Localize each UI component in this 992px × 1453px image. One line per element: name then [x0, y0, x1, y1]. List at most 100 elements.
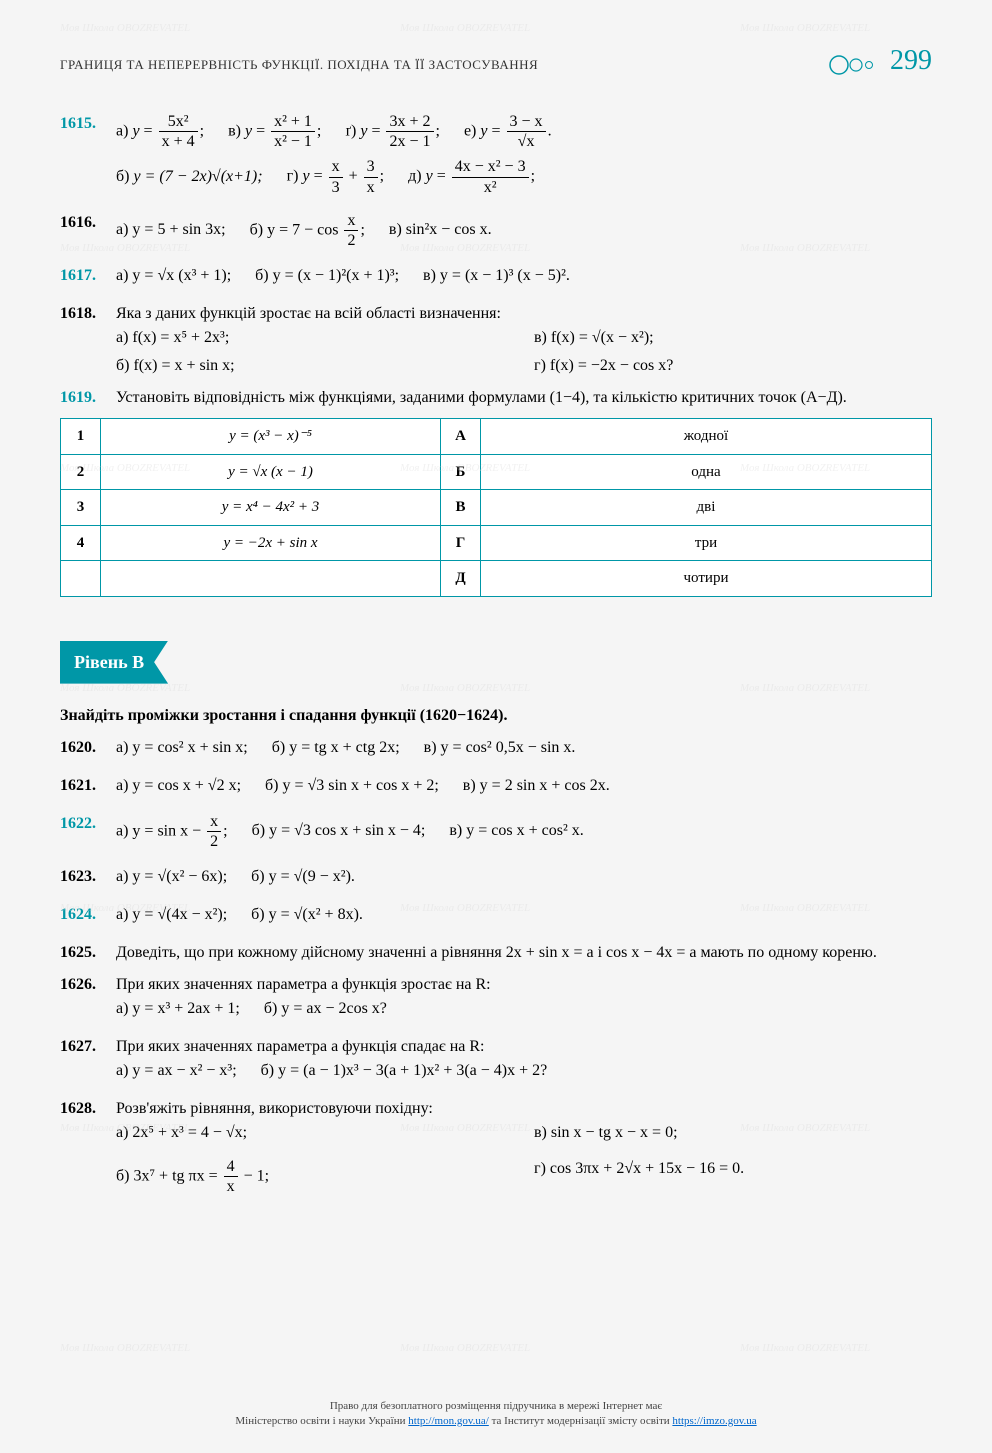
problem-number: 1621.	[60, 774, 116, 798]
watermark: Моя Школа OBOZREVATEL	[60, 1340, 190, 1357]
problem-body: Розв'яжіть рівняння, використовуючи похі…	[116, 1097, 932, 1196]
footer-line1: Право для безоплатного розміщення підруч…	[0, 1399, 992, 1413]
watermark: Моя Школа OBOZREVATEL	[740, 20, 870, 37]
sub-g: г) y = x3 + 3x;	[287, 157, 385, 196]
sub-g1: ґ) y = 3x + 22x − 1;	[345, 112, 440, 151]
problem-text: При яких значеннях параметра a функція з…	[116, 973, 932, 997]
problem-body: а) y = √(x² − 6x); б) y = √(9 − x²).	[116, 865, 932, 889]
sub-v: в) sin²x − cos x.	[389, 218, 492, 242]
cell-n: 2	[61, 454, 101, 490]
cell-formula: y = (x³ − x)⁻⁵	[101, 419, 441, 455]
section-instruction: Знайдіть проміжки зростання і спадання ф…	[60, 704, 932, 728]
sub-b: б) y = √(x² + 8x).	[251, 903, 363, 927]
problem-body: При яких значеннях параметра a функція с…	[116, 1035, 932, 1089]
problem-number: 1627.	[60, 1035, 116, 1059]
footer-link-imzo[interactable]: https://imzo.gov.ua	[672, 1415, 756, 1427]
cell-answer: дві	[481, 490, 932, 526]
watermark: Моя Школа OBOZREVATEL	[740, 1340, 870, 1357]
match-table: 1 y = (x³ − x)⁻⁵ А жодної 2 y = √x (x − …	[60, 418, 932, 597]
problem-body: а) y = cos x + √2 x; б) y = √3 sin x + c…	[116, 774, 932, 798]
sub-a: а) y = √(4x − x²);	[116, 903, 227, 927]
sub-b: б) y = √3 cos x + sin x − 4;	[252, 819, 426, 843]
sub-a: а) y = sin x − x2;	[116, 812, 228, 851]
sub-b: б) 3x⁷ + tg πx = 4x − 1;	[116, 1157, 514, 1196]
watermark: Моя Школа OBOZREVATEL	[400, 1340, 530, 1357]
cell-letter: В	[441, 490, 481, 526]
page-decoration-icon	[828, 54, 878, 76]
problem-1625: 1625. Доведіть, що при кожному дійсному …	[60, 941, 932, 965]
problem-number: 1619.	[60, 386, 116, 410]
sub-v: в) y = (x − 1)³ (x − 5)².	[423, 264, 570, 288]
cell-answer: одна	[481, 454, 932, 490]
sub-v: в) sin x − tg x − x = 0;	[534, 1121, 932, 1145]
sub-b: б) y = (7 − 2x)√(x+1);	[116, 165, 263, 189]
cell-formula: y = −2x + sin x	[101, 525, 441, 561]
sub-b: б) y = √3 sin x + cos x + 2;	[265, 774, 439, 798]
problem-1619: 1619. Установіть відповідність між функц…	[60, 386, 932, 410]
problem-number: 1615.	[60, 112, 116, 136]
cell-answer: жодної	[481, 419, 932, 455]
page-number-wrap: 299	[828, 40, 932, 82]
problem-number: 1622.	[60, 812, 116, 836]
sub-v: в) y = cos x + cos² x.	[449, 819, 583, 843]
page-header: ГРАНИЦЯ ТА НЕПЕРЕРВНІСТЬ ФУНКЦІЇ. ПОХІДН…	[60, 40, 932, 82]
problem-body: Установіть відповідність між функціями, …	[116, 386, 932, 410]
cell-formula: y = √x (x − 1)	[101, 454, 441, 490]
problem-number: 1623.	[60, 865, 116, 889]
sub-b: б) y = √(9 − x²).	[251, 865, 355, 889]
problem-number: 1620.	[60, 736, 116, 760]
sub-a: а) y = x³ + 2ax + 1;	[116, 997, 240, 1021]
problem-body: а) y = cos² x + sin x; б) y = tg x + ctg…	[116, 736, 932, 760]
sub-b: б) y = (a − 1)x³ − 3(a + 1)x² + 3(a − 4)…	[261, 1059, 548, 1083]
problem-1626: 1626. При яких значеннях параметра a фун…	[60, 973, 932, 1027]
problem-text: Установіть відповідність між функціями, …	[116, 386, 932, 410]
cell-letter: Б	[441, 454, 481, 490]
problem-text: Розв'яжіть рівняння, використовуючи похі…	[116, 1097, 932, 1121]
page-number: 299	[890, 45, 932, 76]
problem-1617: 1617. а) y = √x (x³ + 1); б) y = (x − 1)…	[60, 264, 932, 294]
sub-v: в) y = 2 sin x + cos 2x.	[463, 774, 610, 798]
sub-b: б) y = ax − 2cos x?	[264, 997, 387, 1021]
problem-number: 1624.	[60, 903, 116, 927]
sub-a: а) 2x⁵ + x³ = 4 − √x;	[116, 1121, 514, 1145]
problem-text: При яких значеннях параметра a функція с…	[116, 1035, 932, 1059]
problem-number: 1618.	[60, 302, 116, 326]
level-header: Рівень В	[60, 641, 168, 684]
problem-body: а) y = √(4x − x²); б) y = √(x² + 8x).	[116, 903, 932, 927]
watermark: Моя Школа OBOZREVATEL	[740, 680, 870, 697]
problem-1620: 1620. а) y = cos² x + sin x; б) y = tg x…	[60, 736, 932, 766]
cell-formula: y = x⁴ − 4x² + 3	[101, 490, 441, 526]
page-footer: Право для безоплатного розміщення підруч…	[0, 1399, 992, 1428]
problem-number: 1628.	[60, 1097, 116, 1121]
sub-a: а) y = √(x² − 6x);	[116, 865, 227, 889]
sub-b: б) y = tg x + ctg 2x;	[272, 736, 400, 760]
problem-1624: 1624. а) y = √(4x − x²); б) y = √(x² + 8…	[60, 903, 932, 933]
footer-link-mon[interactable]: http://mon.gov.ua/	[408, 1415, 489, 1427]
sub-b: б) f(x) = x + sin x;	[116, 354, 514, 378]
cell-answer: три	[481, 525, 932, 561]
problem-1628: 1628. Розв'яжіть рівняння, використовуюч…	[60, 1097, 932, 1196]
cell-n: 4	[61, 525, 101, 561]
cell-letter: Г	[441, 525, 481, 561]
problem-text: Яка з даних функцій зростає на всій обла…	[116, 302, 932, 326]
cell-n	[61, 561, 101, 597]
sub-g: г) f(x) = −2x − cos x?	[534, 354, 932, 378]
sub-b: б) y = (x − 1)²(x + 1)³;	[255, 264, 399, 288]
problem-1618: 1618. Яка з даних функцій зростає на всі…	[60, 302, 932, 378]
watermark: Моя Школа OBOZREVATEL	[60, 20, 190, 37]
sub-v: в) y = x² + 1x² − 1;	[228, 112, 321, 151]
problem-1616: 1616. а) y = 5 + sin 3x; б) y = 7 − cos …	[60, 211, 932, 256]
sub-a: а) y = 5 + sin 3x;	[116, 218, 226, 242]
sub-v: в) f(x) = √(x − x²);	[534, 326, 932, 350]
problem-body: а) y = 5x²x + 4; в) y = x² + 1x² − 1; ґ)…	[116, 112, 932, 203]
problem-number: 1616.	[60, 211, 116, 235]
watermark: Моя Школа OBOZREVATEL	[400, 680, 530, 697]
problem-body: Яка з даних функцій зростає на всій обла…	[116, 302, 932, 378]
problem-body: а) y = 5 + sin 3x; б) y = 7 − cos x2; в)…	[116, 211, 932, 250]
problem-1622: 1622. а) y = sin x − x2; б) y = √3 cos x…	[60, 812, 932, 857]
cell-n: 1	[61, 419, 101, 455]
problem-1615: 1615. а) y = 5x²x + 4; в) y = x² + 1x² −…	[60, 112, 932, 203]
table-row: 1 y = (x³ − x)⁻⁵ А жодної	[61, 419, 932, 455]
sub-a: а) y = cos x + √2 x;	[116, 774, 241, 798]
footer-line2: Міністерство освіти і науки України http…	[0, 1414, 992, 1428]
